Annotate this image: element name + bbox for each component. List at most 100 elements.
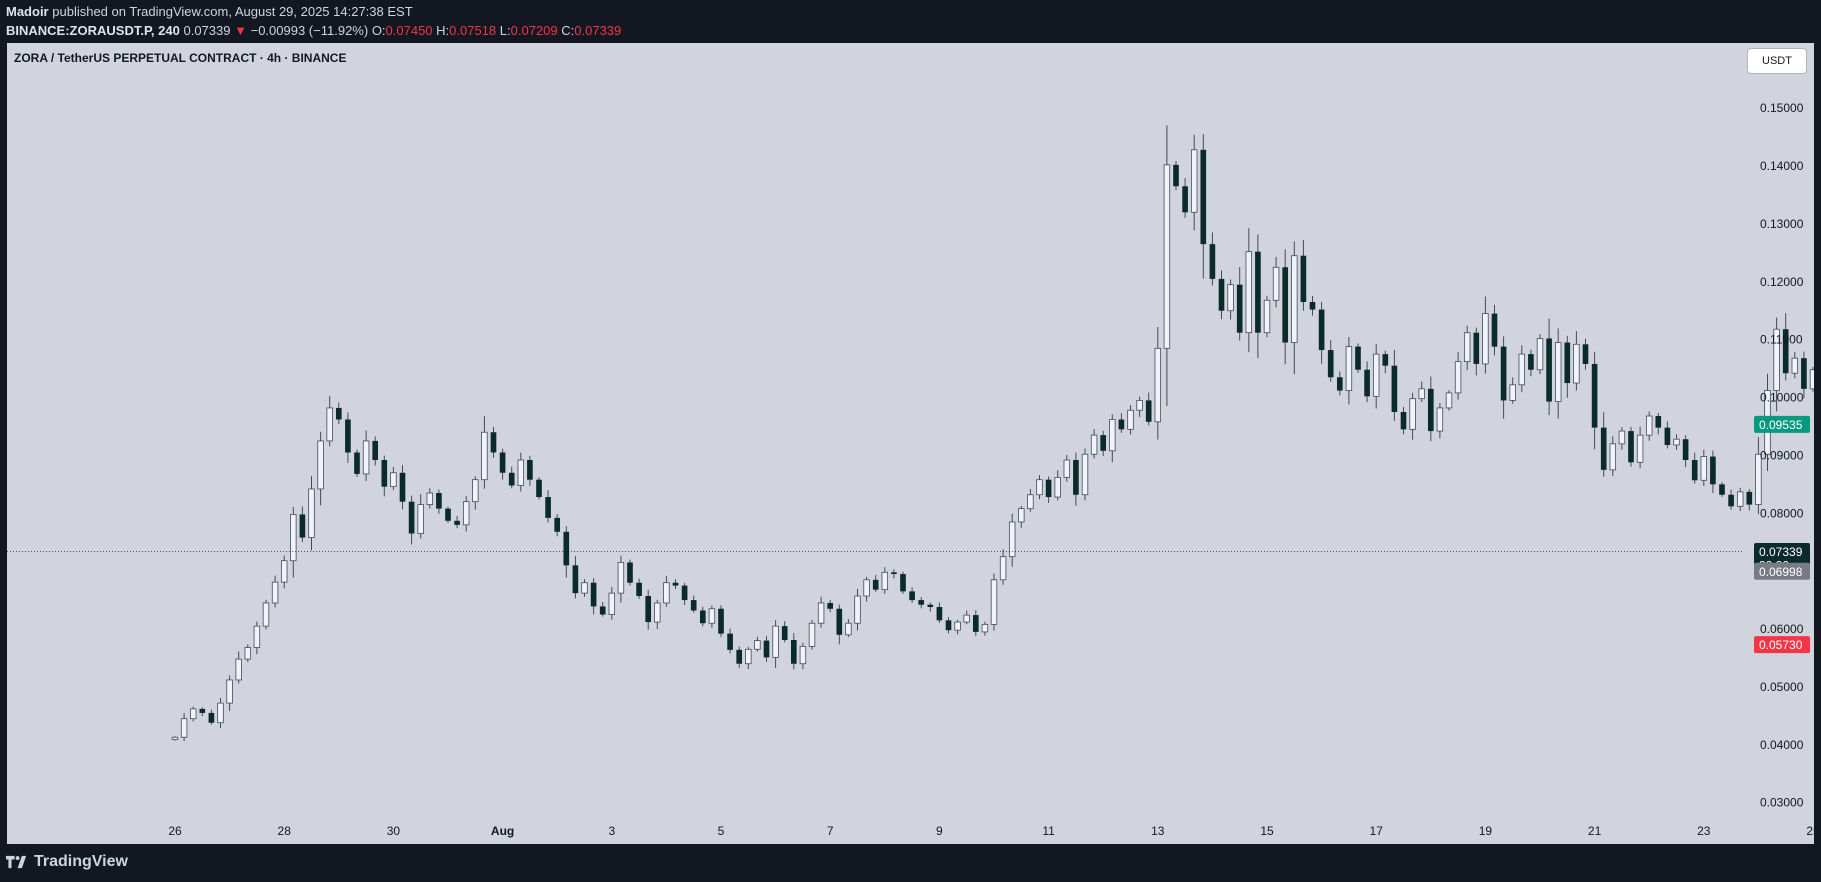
candle-body [1154, 347, 1162, 423]
candle-body [1282, 267, 1289, 343]
candle-body [1309, 302, 1316, 310]
candle-body [1391, 365, 1398, 412]
candle-body [199, 708, 206, 713]
candle-body [1218, 278, 1225, 311]
open-label: O: [371, 23, 386, 38]
candle-body [1536, 338, 1544, 371]
chart-title: ZORA / TetherUS PERPETUAL CONTRACT · 4h … [14, 51, 347, 65]
candle-body [1355, 346, 1361, 370]
candle-body [918, 600, 925, 605]
candle-body [909, 591, 915, 601]
candle-body [1736, 491, 1744, 507]
candle-body [1546, 338, 1552, 402]
candle-body [1272, 266, 1280, 301]
candle-body [572, 565, 579, 594]
y-tick-label: 0.05000 [1760, 680, 1804, 694]
candle-body [617, 562, 625, 594]
candle-body [417, 504, 424, 534]
candle-body [954, 621, 961, 631]
candle-body [1063, 459, 1071, 478]
x-tick-label: 13 [1151, 824, 1165, 838]
candle-body [563, 531, 570, 566]
published-text: published on TradingView.com, August 29,… [52, 4, 413, 19]
candle-body [554, 517, 561, 532]
x-tick-label: 25 [1806, 824, 1814, 838]
price-chart[interactable]: 0.15000 0.14000 0.13000 0.12000 0.11000 0.100… [7, 43, 1814, 844]
candle-body [1372, 353, 1380, 397]
x-tick-label: 21 [1588, 824, 1602, 838]
x-tick-label: 9 [936, 824, 943, 838]
candle-body [1255, 251, 1261, 333]
candle-body [736, 649, 743, 664]
candle-body [490, 432, 497, 453]
candle-body [845, 622, 852, 636]
candle-body [1090, 434, 1098, 455]
candle-body [1491, 313, 1498, 347]
candle-body [1673, 438, 1680, 446]
price-scale [1742, 43, 1814, 844]
high-label: H: [436, 23, 450, 38]
chart-frame[interactable]: 0.15000 0.14000 0.13000 0.12000 0.11000 0.100… [7, 43, 1814, 844]
candle-body [1409, 398, 1416, 430]
candle-body [699, 610, 706, 624]
candle-body [1782, 329, 1789, 374]
candle-body [462, 501, 470, 526]
candle-body [745, 648, 752, 665]
candles [171, 125, 1814, 742]
x-tick-label: 30 [387, 824, 401, 838]
candle-body [608, 592, 616, 615]
publish-header: Madoir published on TradingView.com, Aug… [6, 2, 621, 40]
candle-body [1628, 431, 1634, 463]
candle-body [317, 440, 324, 490]
candle-body [1618, 430, 1626, 445]
x-tick-label: 5 [718, 824, 725, 838]
x-tick-label: 3 [608, 824, 615, 838]
candle-body [1382, 354, 1389, 366]
candle-body [1463, 332, 1471, 363]
y-tick-label: 0.03000 [1760, 796, 1804, 810]
y-tick-label: 0.08000 [1760, 506, 1804, 520]
candle-body [1073, 460, 1079, 495]
candle-body [527, 460, 533, 480]
x-tick-label: 26 [168, 824, 182, 838]
candle-body [1773, 328, 1780, 391]
candle-body [1036, 479, 1043, 496]
candle-body [590, 582, 597, 607]
candle-body [927, 604, 934, 608]
candle-body [408, 501, 415, 534]
candle-body [1263, 299, 1271, 334]
author-name[interactable]: Madoir [6, 4, 49, 19]
candle-body [1200, 149, 1207, 245]
candle-body [1728, 494, 1734, 507]
candle-body [217, 702, 224, 724]
candle-body [1345, 346, 1353, 391]
candle-body [817, 602, 825, 624]
candle-body [1746, 491, 1753, 505]
y-tick-label: 0.04000 [1760, 738, 1804, 752]
candle-body [1528, 354, 1534, 370]
candle-body [981, 623, 989, 633]
tradingview-footer[interactable]: TradingView [6, 853, 128, 871]
open-value: 0.07450 [385, 23, 433, 38]
candle-body [1418, 388, 1425, 400]
candle-body [863, 579, 870, 597]
candle-body [708, 608, 716, 624]
candle-body [345, 419, 351, 453]
candle-body [308, 488, 315, 538]
candle-body [1427, 388, 1434, 432]
candle-body [189, 708, 197, 720]
candle-body [854, 595, 861, 624]
candle-body [208, 712, 215, 723]
candle-body [827, 602, 834, 609]
symbol-label: BINANCE:ZORAUSDT.P, 240 [6, 23, 180, 38]
candle-body [963, 614, 970, 623]
x-tick-label: 17 [1370, 824, 1384, 838]
candle-body [1436, 407, 1444, 432]
candle-body [1400, 411, 1407, 430]
candle-body [472, 479, 479, 503]
candle-body [1445, 392, 1453, 409]
candle-body [772, 625, 779, 658]
candle-body [1291, 255, 1298, 343]
candle-body [508, 472, 515, 486]
currency-button[interactable]: USDT [1747, 48, 1807, 74]
